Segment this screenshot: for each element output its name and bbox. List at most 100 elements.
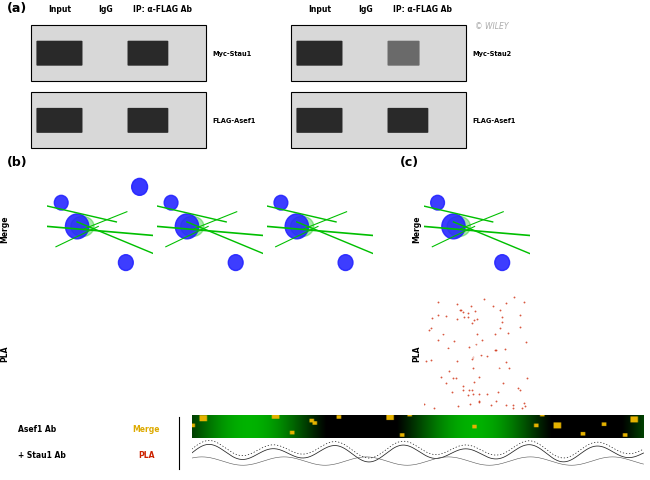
- Point: [474, 391, 484, 398]
- Text: Merge: Merge: [412, 216, 421, 243]
- FancyBboxPatch shape: [296, 42, 343, 67]
- Text: (a): (a): [6, 2, 27, 15]
- Point: [421, 358, 432, 365]
- Point: [479, 295, 489, 303]
- FancyBboxPatch shape: [387, 108, 428, 133]
- Text: Stau1 Ab: Stau1 Ab: [162, 180, 199, 187]
- Point: [459, 313, 469, 321]
- Point: [497, 318, 508, 326]
- Point: [474, 397, 484, 405]
- Point: [472, 315, 482, 323]
- Point: [453, 402, 463, 410]
- Point: [448, 374, 458, 382]
- Point: [520, 403, 530, 410]
- Point: [500, 402, 511, 409]
- Text: (b): (b): [6, 156, 27, 168]
- Ellipse shape: [291, 217, 314, 237]
- Point: [426, 324, 437, 332]
- Point: [471, 331, 482, 338]
- Point: [495, 306, 506, 314]
- Circle shape: [66, 215, 89, 240]
- Point: [500, 345, 510, 353]
- Text: Merge: Merge: [1, 216, 10, 243]
- Text: Myc-Stau1: Myc-Stau1: [213, 51, 252, 57]
- Point: [491, 397, 501, 405]
- Point: [491, 346, 501, 354]
- FancyBboxPatch shape: [127, 108, 168, 133]
- Point: [501, 299, 512, 307]
- Point: [469, 378, 479, 385]
- Circle shape: [442, 215, 465, 240]
- Text: (c): (c): [400, 156, 419, 168]
- Point: [495, 324, 505, 332]
- Circle shape: [176, 215, 199, 240]
- Text: Asef1 Ab+Stau1 Ab: Asef1 Ab+Stau1 Ab: [429, 180, 495, 186]
- Point: [501, 358, 512, 366]
- Point: [419, 400, 429, 408]
- Point: [504, 365, 514, 372]
- Point: [521, 338, 531, 346]
- Point: [424, 326, 435, 334]
- Circle shape: [285, 215, 309, 240]
- Point: [470, 307, 480, 315]
- Circle shape: [118, 255, 133, 271]
- Point: [467, 319, 477, 327]
- Point: [428, 404, 439, 412]
- Point: [488, 302, 499, 310]
- Point: [503, 329, 514, 337]
- Circle shape: [164, 196, 178, 211]
- Point: [513, 384, 523, 392]
- Point: [463, 343, 474, 351]
- Text: Merge: Merge: [133, 424, 160, 432]
- Point: [490, 347, 501, 354]
- Point: [462, 310, 473, 317]
- Text: PLA: PLA: [138, 450, 155, 459]
- Text: Myc-Stau2: Myc-Stau2: [473, 51, 512, 57]
- Point: [522, 374, 532, 382]
- Text: w/o CTL: w/o CTL: [272, 180, 303, 187]
- Point: [458, 386, 469, 394]
- Point: [515, 386, 525, 394]
- Point: [476, 336, 487, 344]
- Circle shape: [274, 196, 288, 211]
- Point: [467, 386, 477, 394]
- Point: [466, 302, 476, 310]
- Point: [515, 312, 525, 319]
- Bar: [291, 93, 465, 149]
- Point: [508, 293, 519, 301]
- Point: [449, 337, 460, 345]
- FancyBboxPatch shape: [387, 42, 419, 67]
- Point: [497, 314, 508, 322]
- Text: Asef1 Ab: Asef1 Ab: [18, 424, 57, 432]
- Point: [441, 312, 452, 320]
- Bar: [291, 26, 465, 82]
- Point: [489, 331, 500, 338]
- Point: [471, 340, 481, 348]
- Text: Input: Input: [309, 5, 332, 14]
- Text: PLA: PLA: [412, 344, 421, 361]
- Point: [451, 357, 462, 365]
- Point: [451, 300, 462, 308]
- Point: [440, 380, 450, 387]
- Point: [465, 400, 475, 408]
- Circle shape: [338, 255, 353, 271]
- Point: [482, 353, 493, 360]
- Point: [468, 390, 478, 398]
- Ellipse shape: [71, 217, 94, 237]
- Point: [456, 306, 467, 314]
- FancyBboxPatch shape: [36, 42, 83, 67]
- Point: [482, 390, 492, 397]
- Point: [519, 399, 530, 407]
- Point: [515, 323, 525, 331]
- Point: [432, 312, 443, 319]
- Point: [458, 309, 468, 316]
- Bar: [31, 93, 205, 149]
- Point: [474, 373, 484, 381]
- Ellipse shape: [447, 217, 471, 237]
- Point: [433, 336, 443, 344]
- Point: [486, 401, 496, 409]
- Point: [463, 314, 473, 322]
- Point: [498, 379, 508, 387]
- Point: [476, 351, 486, 359]
- Text: FLAG-Asef1: FLAG-Asef1: [213, 118, 256, 124]
